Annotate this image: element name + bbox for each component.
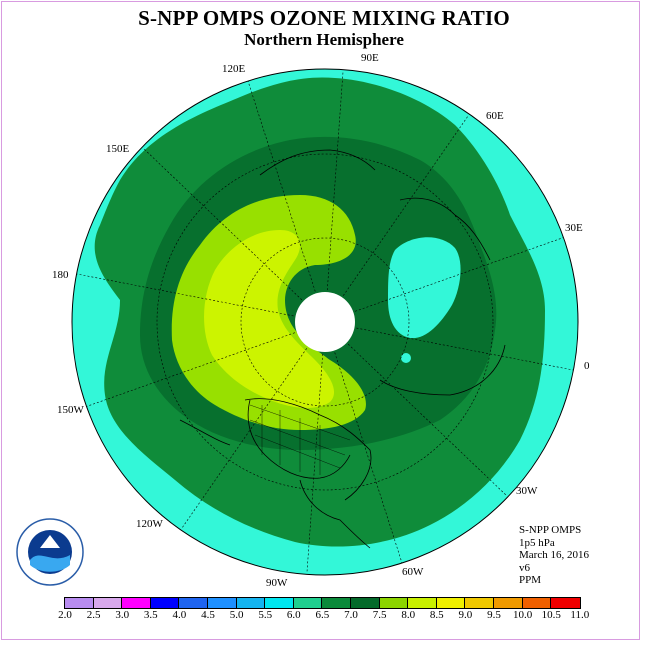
colorbar-segment xyxy=(379,598,409,608)
colorbar xyxy=(64,597,581,609)
colorbar-segment xyxy=(93,598,123,608)
colorbar-tick-label: 8.0 xyxy=(401,609,416,621)
colorbar-tick-label: 2.5 xyxy=(86,609,101,621)
lon-label-120w: 120W xyxy=(136,518,163,530)
band-yellowgreen-7-5 xyxy=(204,230,335,408)
colorbar-segment xyxy=(265,598,294,608)
colorbar-tick-label: 6.0 xyxy=(286,609,301,621)
lon-label-60w: 60W xyxy=(402,566,424,578)
colorbar-tick-label: 3.5 xyxy=(143,609,158,621)
map-subtitle: Northern Hemisphere xyxy=(244,30,404,49)
lon-label-120e: 120E xyxy=(222,63,246,75)
colorbar-tick-label: 7.0 xyxy=(344,609,358,621)
na-grid xyxy=(249,404,351,475)
lon-label-60e: 60E xyxy=(486,110,504,122)
lon-label-150e: 150E xyxy=(106,143,130,155)
colorbar-tick-label: 9.0 xyxy=(458,609,473,621)
info-version: v6 xyxy=(519,561,530,574)
colorbar-segment xyxy=(322,598,351,608)
colorbar-segment xyxy=(551,598,580,608)
info-instrument: S-NPP OMPS xyxy=(519,524,582,536)
cyan-spot xyxy=(401,353,411,363)
lon-label-30w: 30W xyxy=(516,485,538,497)
map-outline xyxy=(71,68,579,576)
noaa-logo xyxy=(16,518,84,586)
cyan-pocket xyxy=(388,237,461,339)
info-level: 1p5 hPa xyxy=(519,536,555,549)
colorbar-segment xyxy=(522,598,552,608)
colorbar-tick-label: 5.5 xyxy=(258,609,273,621)
colorbar-segment xyxy=(408,598,437,608)
colorbar-segment xyxy=(350,598,380,608)
product-info: S-NPP OMPS 1p5 hPa March 16, 2016 v6 PPM xyxy=(519,524,589,587)
colorbar-tick-label: 4.5 xyxy=(201,609,215,621)
colorbar-tick-label: 4.0 xyxy=(172,609,187,621)
colorbar-tick-label: 11.0 xyxy=(570,609,590,621)
colorbar-tick-label: 8.5 xyxy=(429,609,444,621)
lon-label-150w: 150W xyxy=(57,404,84,416)
colorbar-segment xyxy=(179,598,208,608)
colorbar-tick-label: 10.5 xyxy=(541,609,561,621)
colorbar-tick-label: 6.5 xyxy=(315,609,330,621)
colorbar-segment xyxy=(150,598,180,608)
info-units: PPM xyxy=(519,574,542,586)
colorbar-tick-label: 3.0 xyxy=(115,609,130,621)
colorbar-segment xyxy=(293,598,323,608)
lon-label-30e: 30E xyxy=(565,222,583,234)
colorbar-segment xyxy=(207,598,237,608)
colorbar-segment xyxy=(122,598,151,608)
colorbar-segment xyxy=(465,598,494,608)
colorbar-tick-label: 10.0 xyxy=(512,609,533,621)
colorbar-segment xyxy=(236,598,266,608)
info-date: March 16, 2016 xyxy=(519,549,589,561)
pole-cap xyxy=(295,292,355,352)
map-disk xyxy=(72,69,578,575)
colorbar-tick-label: 7.5 xyxy=(372,609,387,621)
graticule xyxy=(76,71,574,573)
colorbar-segment xyxy=(65,598,94,608)
lon-label-0: 0 xyxy=(584,360,590,372)
lon-label-90e: 90E xyxy=(361,52,379,64)
figure-frame xyxy=(1,1,640,640)
lon-label-180: 180 xyxy=(52,269,69,281)
colorbar-segment xyxy=(493,598,523,608)
colorbar-segment xyxy=(436,598,466,608)
lon-label-90w: 90W xyxy=(266,577,288,589)
coastlines xyxy=(179,149,506,549)
colorbar-tick-label: 2.0 xyxy=(58,609,72,621)
colorbar-tick-label: 9.5 xyxy=(487,609,501,621)
map-title: S-NPP OMPS OZONE MIXING RATIO xyxy=(138,6,510,30)
colorbar-tick-label: 5.0 xyxy=(229,609,244,621)
